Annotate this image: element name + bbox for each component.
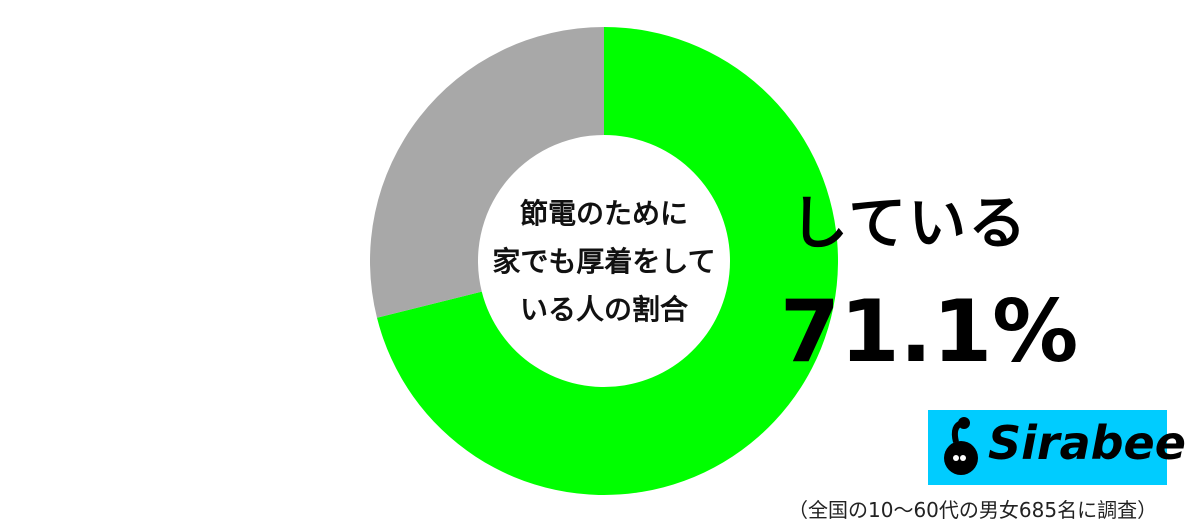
chart-title-line: 家でも厚着をして	[492, 245, 716, 278]
donut-slice-2	[370, 27, 604, 318]
footnote: （全国の10〜60代の男女685名に調査）	[788, 498, 1158, 522]
chart-title: 節電のために 家でも厚着をして いる人の割合	[479, 190, 729, 334]
sirabee-mascot-icon	[944, 417, 978, 475]
sirabee-logo: Sirabee	[928, 410, 1186, 485]
logo-text: Sirabee	[988, 416, 1186, 470]
donut-slice-1	[376, 27, 839, 496]
highlight-value: 71.1%	[780, 282, 1079, 382]
chart-title-line: 節電のために	[519, 197, 688, 230]
chart-title-line: いる人の割合	[519, 293, 688, 326]
highlight-label: している	[790, 189, 1029, 257]
